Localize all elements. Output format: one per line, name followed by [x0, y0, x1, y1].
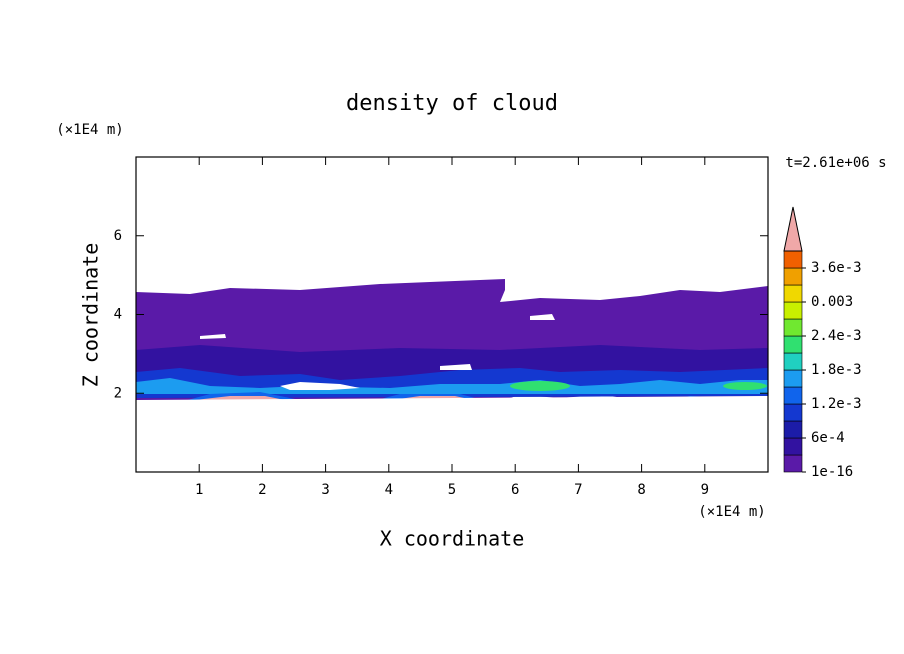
x-tick-label: 7 — [574, 482, 582, 498]
y-tick-label: 2 — [114, 385, 122, 401]
y-unit: (×1E4 m) — [56, 122, 123, 138]
x-tick-label: 8 — [637, 482, 645, 498]
cloud-core — [510, 381, 570, 391]
colorbar-tick-label: 1.8e-3 — [811, 362, 862, 378]
contour-field — [136, 279, 768, 472]
y-tick-label: 6 — [114, 228, 122, 244]
colorbar-band — [783, 301, 803, 320]
colorbar-band — [783, 335, 803, 354]
y-tick-label: 4 — [114, 307, 122, 323]
colorbar-tick-label: 6e-4 — [811, 430, 845, 446]
x-tick-label: 2 — [258, 482, 266, 498]
colorbar-band — [783, 403, 803, 422]
time-label: t=2.61e+06 s — [785, 155, 886, 171]
cloud-core — [723, 382, 767, 390]
y-axis-label: Z coordinate — [79, 243, 103, 388]
x-tick-label: 9 — [701, 482, 709, 498]
colorbar-tick-label: 1e-16 — [811, 464, 853, 480]
colorbar-band — [783, 318, 803, 337]
colorbar-band — [783, 420, 803, 439]
cloud-gap — [280, 382, 360, 390]
colorbar-tick-label: 0.003 — [811, 294, 853, 310]
cloud-gap — [136, 396, 768, 472]
x-tick-label: 4 — [385, 482, 393, 498]
x-tick-label: 3 — [321, 482, 329, 498]
colorbar-band — [783, 284, 803, 303]
colorbar-band — [783, 386, 803, 405]
colorbar-band — [783, 437, 803, 456]
colorbar-tick-label: 1.2e-3 — [811, 396, 862, 412]
x-tick-label: 6 — [511, 482, 519, 498]
colorbar-band — [783, 267, 803, 286]
x-axis-label: X coordinate — [380, 527, 525, 551]
chart-title: density of cloud — [346, 91, 558, 116]
colorbar-band — [783, 250, 803, 269]
colorbar-tick-label: 3.6e-3 — [811, 260, 862, 276]
colorbar-band — [783, 454, 803, 473]
colorbar-extend — [783, 206, 803, 252]
x-tick-label: 5 — [448, 482, 456, 498]
cloud-gap — [440, 364, 472, 370]
x-unit: (×1E4 m) — [698, 504, 765, 520]
cloud-gap — [200, 334, 226, 339]
colorbar-tick-label: 2.4e-3 — [811, 328, 862, 344]
x-tick-label: 1 — [195, 482, 203, 498]
cloud-gap — [530, 314, 555, 320]
colorbar-band — [783, 352, 803, 371]
colorbar-band — [783, 369, 803, 388]
